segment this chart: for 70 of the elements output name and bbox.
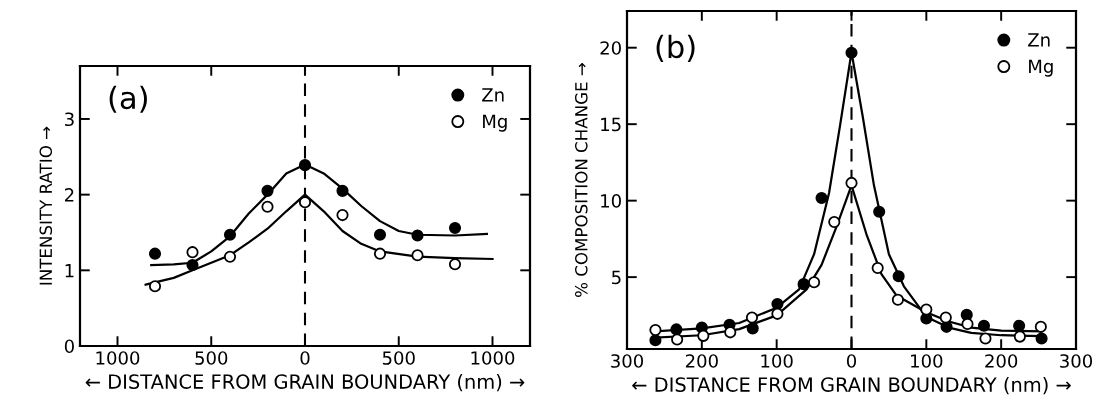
point	[845, 176, 858, 189]
point	[649, 334, 662, 347]
x-tick-label: 100	[761, 354, 793, 368]
y-tick-label: 5	[612, 270, 621, 285]
x-axis-title: ← DISTANCE FROM GRAIN BOUNDARY (nm) →	[632, 376, 1071, 395]
x-tick-label: 500	[382, 351, 415, 365]
point	[670, 323, 683, 336]
x-tick-label: 0	[300, 351, 310, 365]
point	[448, 258, 462, 271]
point	[148, 280, 162, 293]
point	[979, 332, 992, 345]
y-axis-title: INTENSITY RATIO →	[39, 126, 53, 285]
point	[223, 250, 237, 263]
x-tick-label: 0	[846, 354, 857, 368]
point	[892, 270, 905, 283]
point	[261, 200, 274, 213]
point	[298, 196, 312, 209]
point	[148, 247, 162, 260]
point	[771, 297, 784, 311]
x-tick-label: 500	[195, 351, 228, 365]
point	[1034, 320, 1047, 333]
point	[939, 311, 952, 324]
y-tick-label: 10	[601, 194, 621, 208]
point	[186, 246, 199, 259]
annotation: (a)	[109, 85, 147, 113]
x-axis-title: ← DISTANCE FROM GRAIN BOUNDARY (nm) →	[85, 373, 525, 392]
point	[891, 293, 904, 306]
y-tick-label: 0	[64, 339, 74, 354]
point	[411, 229, 424, 242]
annotation: (b)	[656, 34, 695, 62]
x-tick-label: 1000	[471, 351, 515, 365]
y-tick-label: 2	[64, 188, 74, 202]
point	[873, 205, 886, 218]
x-tick-label: 300	[1060, 354, 1093, 368]
x-tick-label: 200	[985, 354, 1018, 368]
point	[186, 258, 199, 272]
point	[797, 278, 810, 291]
y-tick-label: 1	[65, 264, 74, 278]
point	[871, 261, 884, 274]
point	[448, 221, 462, 235]
x-tick-label: 200	[685, 354, 718, 368]
point	[411, 249, 424, 262]
legend-label: Zn	[482, 88, 504, 102]
y-tick-label: 20	[600, 41, 621, 55]
point	[373, 247, 387, 260]
x-tick-label: 100	[911, 354, 943, 368]
legend-label: Mg	[483, 114, 507, 132]
point	[815, 191, 828, 205]
point	[1035, 332, 1048, 345]
point	[671, 333, 684, 346]
point	[336, 209, 349, 222]
y-tick-label: 3	[65, 112, 74, 127]
point	[223, 228, 237, 241]
legend-label: Mg	[1029, 59, 1053, 77]
point	[845, 46, 858, 59]
point	[745, 311, 759, 324]
point	[977, 319, 991, 332]
point	[373, 228, 387, 241]
x-tick-label: 1000	[96, 351, 140, 365]
x-tick-label: 300	[611, 354, 644, 368]
legend-label: Zn	[1028, 33, 1050, 47]
point	[649, 323, 662, 337]
point	[336, 184, 349, 197]
point	[746, 322, 759, 335]
point	[261, 184, 274, 197]
y-axis-title: % COMPOSITION CHANGE →	[574, 62, 588, 297]
y-tick-label: 15	[601, 117, 621, 132]
point	[828, 216, 841, 229]
point	[808, 276, 821, 289]
point	[298, 159, 312, 172]
